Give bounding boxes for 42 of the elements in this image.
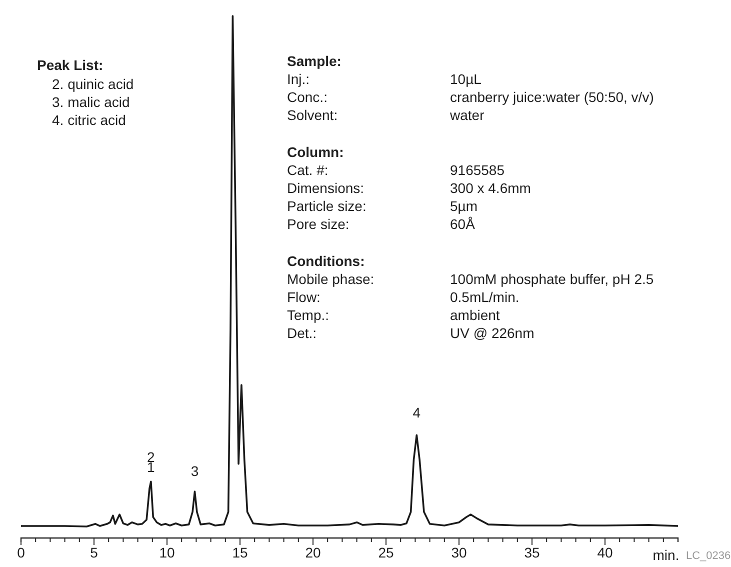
annotation: Column: bbox=[287, 144, 344, 160]
annotation: 4 bbox=[412, 404, 421, 420]
annotation: 3 bbox=[190, 462, 199, 479]
x-tick-label: 10 bbox=[159, 544, 175, 561]
text: LC_0236 bbox=[686, 550, 731, 562]
annotation: Det.: bbox=[287, 325, 317, 341]
annotation: 9165585 bbox=[450, 162, 505, 178]
annotation: Conditions: bbox=[287, 253, 365, 269]
x-tick-label: 0 bbox=[17, 544, 26, 561]
annotation: Sample: bbox=[287, 53, 342, 69]
x-tick-label: 25 bbox=[378, 544, 394, 561]
annotation: Dimensions: bbox=[287, 180, 364, 196]
x-tick-label: 15 bbox=[232, 544, 248, 561]
x-tick-label: 20 bbox=[305, 544, 321, 561]
x-tick-label: 35 bbox=[524, 544, 540, 561]
annotation: Mobile phase: bbox=[287, 271, 374, 287]
annotation: cranberry juice:water (50:50, v/v) bbox=[450, 89, 654, 105]
annotation: Temp.: bbox=[287, 307, 330, 323]
annotation: 4. citric acid bbox=[52, 112, 126, 128]
x-tick-label: 30 bbox=[451, 544, 467, 561]
annotation: 10µL bbox=[450, 71, 482, 87]
annotation: Solvent: bbox=[287, 107, 338, 123]
annotation: Conc.: bbox=[287, 89, 328, 105]
x-axis-title: min. bbox=[652, 547, 680, 563]
x-tick-label: 40 bbox=[597, 544, 613, 561]
annotation: ambient bbox=[450, 307, 500, 323]
annotation: Peak List: bbox=[37, 57, 104, 73]
annotation: Pore size: bbox=[287, 216, 350, 232]
annotation: 100mM phosphate buffer, pH 2.5 bbox=[450, 271, 654, 287]
annotation: water bbox=[449, 107, 485, 123]
annotation: 2. quinic acid bbox=[52, 76, 134, 92]
annotation: Cat. #: bbox=[287, 162, 328, 178]
annotation: 5µm bbox=[450, 198, 478, 214]
annotation: Flow: bbox=[287, 289, 320, 305]
x-tick-label: 5 bbox=[90, 544, 98, 561]
annotation: Particle size: bbox=[287, 198, 366, 214]
annotation: 0.5mL/min. bbox=[450, 289, 520, 305]
annotation: 60Å bbox=[450, 216, 476, 232]
annotation: 3. malic acid bbox=[52, 94, 130, 110]
annotation: Inj.: bbox=[287, 71, 310, 87]
annotation: UV @ 226nm bbox=[450, 325, 534, 341]
annotation: 300 x 4.6mm bbox=[450, 180, 531, 196]
